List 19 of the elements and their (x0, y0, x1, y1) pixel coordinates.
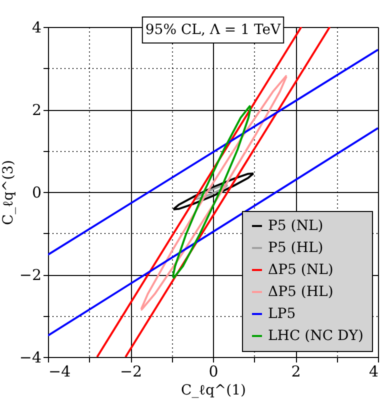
annotation: 95% CL, Λ = 1 TeV (145, 22, 282, 38)
y-axis-title: C_ℓq^(3) (0, 160, 16, 225)
legend-label: LHC (NC DY) (268, 328, 364, 344)
y-tick-label: −4 (19, 348, 42, 366)
y-tick-label: 2 (32, 101, 42, 119)
x-tick-label: 2 (291, 362, 301, 380)
legend-label: ΔP5 (NL) (268, 262, 334, 278)
x-tick-label: 0 (208, 362, 218, 380)
x-tick-label: −2 (120, 362, 142, 380)
x-tick-label: −4 (48, 362, 71, 380)
legend-label: P5 (NL) (268, 218, 324, 234)
x-tick-label: 4 (368, 362, 378, 380)
x-axis-title: C_ℓq^(1) (181, 382, 246, 398)
legend-label: LP5 (268, 306, 296, 322)
legend-label: P5 (HL) (268, 240, 324, 256)
legend-label: ΔP5 (HL) (268, 284, 334, 300)
y-tick-label: 4 (32, 18, 42, 36)
y-tick-label: 0 (32, 184, 42, 202)
y-tick-label: −2 (19, 266, 42, 284)
